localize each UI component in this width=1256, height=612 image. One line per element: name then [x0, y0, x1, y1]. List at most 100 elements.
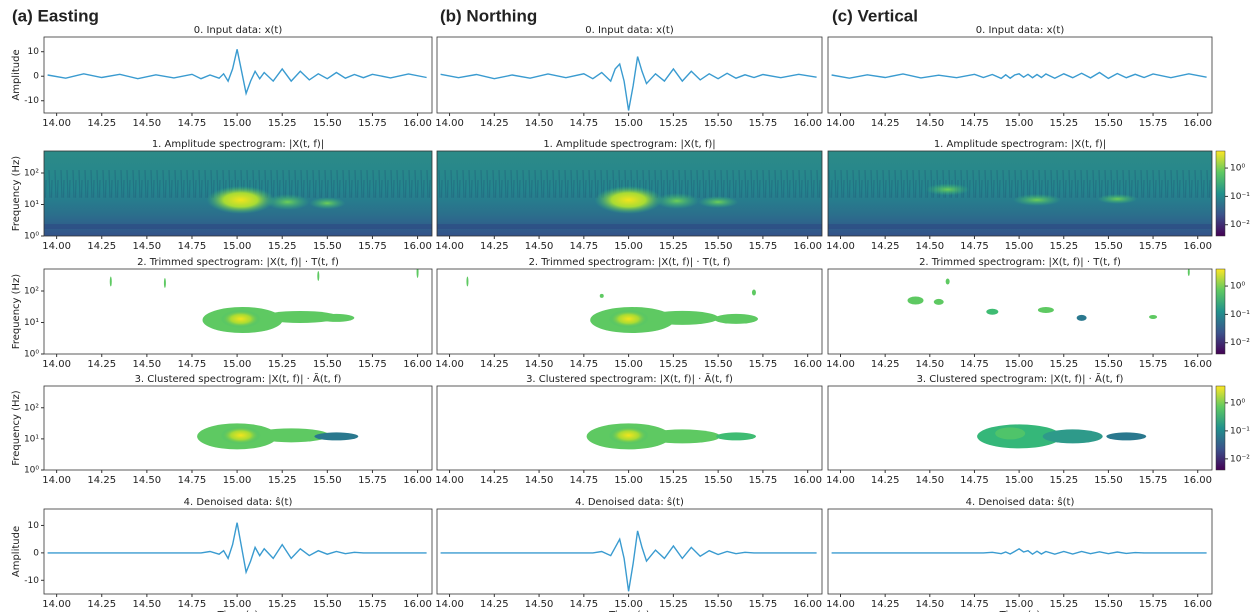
x-tick-label: 14.00	[826, 599, 855, 610]
spectrogram	[437, 151, 822, 236]
x-tick-label: 14.25	[87, 475, 116, 486]
x-tick-label: 14.00	[42, 475, 71, 486]
x-tick-label: 15.25	[1049, 118, 1078, 129]
x-tick-label: 15.75	[1139, 241, 1168, 252]
column-heading: (b) Northing	[440, 6, 537, 25]
x-tick-label: 14.25	[480, 359, 509, 370]
colorbar-tick-label: 10⁻¹	[1230, 192, 1250, 202]
x-tick-label: 14.50	[525, 241, 554, 252]
panel-title: 0. Input data: x(t)	[585, 25, 674, 36]
x-tick-label: 14.50	[133, 599, 162, 610]
x-tick-label: 16.00	[793, 118, 822, 129]
panel-title: 3. Clustered spectrogram: |X(t, f)| · Ã(…	[135, 372, 342, 385]
y-axis-label: Amplitude	[11, 526, 22, 577]
panel-title: 2. Trimmed spectrogram: |X(t, f)| · T(t,…	[137, 257, 339, 268]
x-tick-label: 15.25	[268, 118, 297, 129]
x-tick-label: 15.00	[614, 359, 643, 370]
x-tick-label: 14.25	[480, 475, 509, 486]
x-tick-label: 14.75	[178, 241, 207, 252]
panel: 0. Input data: x(t)14.0014.2514.5014.751…	[435, 25, 822, 129]
spectrogram-blob	[1043, 429, 1103, 443]
waveform	[48, 523, 427, 572]
x-tick-label: 14.75	[960, 118, 989, 129]
x-tick-label: 14.50	[133, 118, 162, 129]
panel: 2. Trimmed spectrogram: |X(t, f)| · T(t,…	[826, 257, 1250, 370]
x-tick-label: 16.00	[1183, 475, 1212, 486]
spectrogram-blob	[1013, 194, 1061, 206]
x-tick-label: 15.75	[358, 118, 387, 129]
x-tick-label: 15.25	[659, 359, 688, 370]
x-tick-label: 14.75	[570, 475, 599, 486]
x-tick-label: 14.75	[178, 359, 207, 370]
colorbar-tick-label: 10⁻²	[1230, 220, 1250, 230]
spectrogram-blob	[752, 289, 756, 295]
x-tick-label: 15.50	[313, 241, 342, 252]
x-tick-label: 15.50	[1094, 118, 1123, 129]
x-tick-label: 15.00	[1005, 118, 1034, 129]
x-tick-label: 14.50	[915, 359, 944, 370]
spectrogram-band	[437, 224, 822, 229]
x-tick-label: 14.00	[826, 241, 855, 252]
x-tick-label: 16.00	[793, 599, 822, 610]
x-tick-label: 15.00	[614, 475, 643, 486]
x-tick-label: 15.50	[704, 241, 733, 252]
x-tick-label: 14.75	[570, 359, 599, 370]
x-tick-label: 15.25	[268, 241, 297, 252]
panel-title: 3. Clustered spectrogram: |X(t, f)| · Ã(…	[917, 372, 1124, 385]
x-tick-label: 14.25	[87, 599, 116, 610]
x-tick-label: 15.00	[223, 118, 252, 129]
x-tick-label: 15.25	[268, 599, 297, 610]
panel: 2. Trimmed spectrogram: |X(t, f)| · T(t,…	[11, 257, 432, 370]
waveform	[441, 531, 817, 591]
x-tick-label: 15.75	[358, 599, 387, 610]
spectrogram-blob	[600, 294, 604, 298]
x-tick-label: 14.25	[87, 359, 116, 370]
x-tick-label: 14.75	[960, 599, 989, 610]
x-tick-label: 15.75	[749, 118, 778, 129]
x-tick-label: 15.25	[659, 475, 688, 486]
y-tick-label: -10	[24, 96, 39, 106]
panel: 0. Input data: x(t)14.0014.2514.5014.751…	[826, 25, 1212, 129]
x-tick-label: 14.50	[133, 359, 162, 370]
x-tick-label: 14.25	[480, 118, 509, 129]
spectrogram-blob	[995, 427, 1025, 439]
spectrogram-band	[828, 224, 1212, 229]
x-tick-label: 14.75	[960, 241, 989, 252]
spectrogram-blob	[417, 266, 419, 278]
x-tick-label: 14.00	[435, 359, 464, 370]
x-tick-label: 16.00	[793, 359, 822, 370]
x-tick-label: 14.25	[871, 599, 900, 610]
x-tick-label: 14.50	[915, 241, 944, 252]
x-tick-label: 14.50	[915, 118, 944, 129]
x-tick-label: 14.25	[871, 241, 900, 252]
plot-frame	[437, 509, 822, 594]
colorbar-tick-label: 10⁰	[1230, 398, 1245, 408]
x-tick-label: 14.00	[42, 359, 71, 370]
waveform	[832, 549, 1207, 554]
x-tick-label: 14.50	[133, 475, 162, 486]
column-heading: (a) Easting	[12, 6, 99, 25]
x-tick-label: 15.50	[1094, 475, 1123, 486]
panel: 1. Amplitude spectrogram: |X(t, f)|14.00…	[435, 139, 822, 252]
y-tick-label: 10	[28, 47, 40, 57]
spectrogram-blob	[716, 432, 756, 440]
x-tick-label: 15.50	[704, 599, 733, 610]
colorbar-tick-label: 10⁰	[1230, 282, 1245, 292]
x-tick-label: 15.25	[1049, 599, 1078, 610]
x-tick-label: 15.75	[749, 475, 778, 486]
x-tick-label: 16.00	[1183, 359, 1212, 370]
y-axis-label: Frequency (Hz)	[11, 274, 22, 350]
x-tick-label: 15.75	[358, 241, 387, 252]
spectrogram-blob	[986, 309, 998, 315]
x-tick-label: 16.00	[1183, 241, 1212, 252]
panel-title: 4. Denoised data: ŝ(t)	[575, 496, 684, 508]
x-tick-label: 15.50	[1094, 359, 1123, 370]
panel-title: 2. Trimmed spectrogram: |X(t, f)| · T(t,…	[919, 257, 1121, 268]
x-tick-label: 14.00	[42, 599, 71, 610]
panel-title: 3. Clustered spectrogram: |X(t, f)| · Ã(…	[526, 372, 733, 385]
y-tick-label: 10²	[24, 287, 39, 297]
y-tick-label: 10²	[24, 169, 39, 179]
